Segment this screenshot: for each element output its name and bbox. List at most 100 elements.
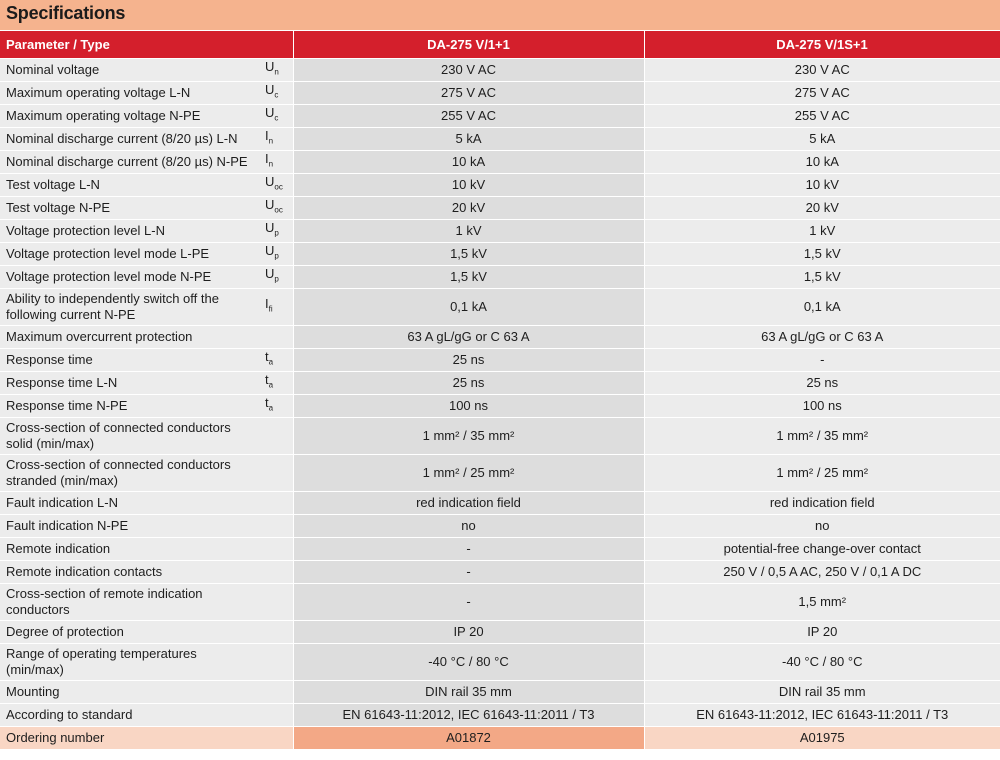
table-row: Voltage protection level mode N-PE Up 1,5 … bbox=[0, 266, 1000, 289]
symbol-letter: U bbox=[265, 243, 274, 258]
symbol-subscript: n bbox=[274, 68, 278, 77]
value-da-275-v1s-1: 1 mm² / 35 mm² bbox=[644, 418, 1000, 455]
value-da-275-v1-1-1: 25 ns bbox=[293, 372, 644, 395]
symbol-letter: U bbox=[265, 197, 274, 212]
table-row: Remote indication - potential-free change-… bbox=[0, 538, 1000, 561]
table-row: Mounting DIN rail 35 mm DIN rail 35 mm bbox=[0, 681, 1000, 704]
parameter-name: Range of operating temperatures (min/max… bbox=[0, 644, 257, 681]
parameter-name: According to standard bbox=[0, 704, 257, 727]
column-header-da-275-v1s-1: DA-275 V/1S+1 bbox=[644, 31, 1000, 59]
parameter-name: Nominal discharge current (8/20 µs) N-PE bbox=[0, 151, 257, 174]
table-row: Nominal discharge current (8/20 µs) L-N I… bbox=[0, 128, 1000, 151]
table-row: Ability to independently switch off the … bbox=[0, 289, 1000, 326]
value-da-275-v1-1-1: -40 °C / 80 °C bbox=[293, 644, 644, 681]
parameter-name: Fault indication L-N bbox=[0, 492, 257, 515]
parameter-symbol: ta bbox=[257, 372, 293, 395]
value-da-275-v1s-1: no bbox=[644, 515, 1000, 538]
parameter-symbol: Un bbox=[257, 59, 293, 82]
value-da-275-v1s-1: - bbox=[644, 349, 1000, 372]
symbol-letter: U bbox=[265, 105, 274, 120]
table-row: Maximum operating voltage N-PE Uc 255 V AC… bbox=[0, 105, 1000, 128]
symbol-subscript: oc bbox=[274, 183, 282, 192]
parameter-symbol bbox=[257, 681, 293, 704]
section-title: Specifications bbox=[6, 3, 125, 24]
parameter-name: Test voltage N-PE bbox=[0, 197, 257, 220]
value-da-275-v1s-1: 275 V AC bbox=[644, 82, 1000, 105]
value-da-275-v1s-1: 230 V AC bbox=[644, 59, 1000, 82]
parameter-name: Remote indication contacts bbox=[0, 561, 257, 584]
table-row: Nominal voltage Un 230 V AC 230 V AC bbox=[0, 59, 1000, 82]
value-da-275-v1-1-1: IP 20 bbox=[293, 621, 644, 644]
symbol-subscript: p bbox=[274, 252, 278, 261]
table-body: Nominal voltage Un 230 V AC 230 V AC Maximum… bbox=[0, 59, 1000, 750]
table-header-row: Parameter / Type DA-275 V/1+1 DA-275 V/1… bbox=[0, 31, 1000, 59]
value-da-275-v1-1-1: no bbox=[293, 515, 644, 538]
table-row: Maximum operating voltage L-N Uc 275 V AC 2… bbox=[0, 82, 1000, 105]
value-da-275-v1s-1: 1,5 kV bbox=[644, 266, 1000, 289]
table-row: Cross-section of connected conductors so… bbox=[0, 418, 1000, 455]
parameter-name: Ability to independently switch off the … bbox=[0, 289, 257, 326]
parameter-symbol bbox=[257, 621, 293, 644]
value-da-275-v1s-1: A01975 bbox=[644, 727, 1000, 750]
parameter-name: Nominal discharge current (8/20 µs) L-N bbox=[0, 128, 257, 151]
value-da-275-v1-1-1: 100 ns bbox=[293, 395, 644, 418]
value-da-275-v1-1-1: 0,1 kA bbox=[293, 289, 644, 326]
parameter-symbol: In bbox=[257, 128, 293, 151]
value-da-275-v1s-1: 10 kA bbox=[644, 151, 1000, 174]
symbol-subscript: a bbox=[269, 404, 273, 413]
value-da-275-v1s-1: 1,5 kV bbox=[644, 243, 1000, 266]
value-da-275-v1s-1: 5 kA bbox=[644, 128, 1000, 151]
table-row: Nominal discharge current (8/20 µs) N-PE… bbox=[0, 151, 1000, 174]
parameter-name: Cross-section of connected conductors st… bbox=[0, 455, 257, 492]
value-da-275-v1-1-1: 1,5 kV bbox=[293, 266, 644, 289]
parameter-symbol: Up bbox=[257, 220, 293, 243]
parameter-symbol: In bbox=[257, 151, 293, 174]
parameter-symbol bbox=[257, 515, 293, 538]
value-da-275-v1-1-1: A01872 bbox=[293, 727, 644, 750]
value-da-275-v1s-1: 0,1 kA bbox=[644, 289, 1000, 326]
value-da-275-v1-1-1: 63 A gL/gG or C 63 A bbox=[293, 326, 644, 349]
table-row: Cross-section of connected conductors st… bbox=[0, 455, 1000, 492]
symbol-subscript: a bbox=[269, 358, 273, 367]
table-row: Test voltage L-N Uoc 10 kV 10 kV bbox=[0, 174, 1000, 197]
parameter-name: Response time N-PE bbox=[0, 395, 257, 418]
table-row: Degree of protection IP 20 IP 20 bbox=[0, 621, 1000, 644]
symbol-letter: U bbox=[265, 174, 274, 189]
value-da-275-v1-1-1: 1 kV bbox=[293, 220, 644, 243]
value-da-275-v1s-1: potential-free change-over contact bbox=[644, 538, 1000, 561]
value-da-275-v1s-1: IP 20 bbox=[644, 621, 1000, 644]
value-da-275-v1-1-1: 275 V AC bbox=[293, 82, 644, 105]
symbol-subscript: p bbox=[274, 229, 278, 238]
parameter-name: Voltage protection level L-N bbox=[0, 220, 257, 243]
parameter-symbol: Uoc bbox=[257, 197, 293, 220]
value-da-275-v1-1-1: 230 V AC bbox=[293, 59, 644, 82]
parameter-name: Maximum operating voltage N-PE bbox=[0, 105, 257, 128]
parameter-name: Remote indication bbox=[0, 538, 257, 561]
parameter-symbol bbox=[257, 538, 293, 561]
parameter-name: Maximum overcurrent protection bbox=[0, 326, 257, 349]
value-da-275-v1s-1: 1 mm² / 25 mm² bbox=[644, 455, 1000, 492]
value-da-275-v1-1-1: - bbox=[293, 561, 644, 584]
table-row: Voltage protection level L-N Up 1 kV 1 kV bbox=[0, 220, 1000, 243]
value-da-275-v1s-1: -40 °C / 80 °C bbox=[644, 644, 1000, 681]
table-row: Response time ta 25 ns - bbox=[0, 349, 1000, 372]
value-da-275-v1-1-1: 1 mm² / 25 mm² bbox=[293, 455, 644, 492]
parameter-symbol bbox=[257, 704, 293, 727]
value-da-275-v1s-1: 250 V / 0,5 A AC, 250 V / 0,1 A DC bbox=[644, 561, 1000, 584]
value-da-275-v1-1-1: 5 kA bbox=[293, 128, 644, 151]
parameter-name: Mounting bbox=[0, 681, 257, 704]
value-da-275-v1-1-1: - bbox=[293, 538, 644, 561]
value-da-275-v1-1-1: 1,5 kV bbox=[293, 243, 644, 266]
symbol-subscript: c bbox=[274, 91, 278, 100]
parameter-name: Response time bbox=[0, 349, 257, 372]
value-da-275-v1s-1: 25 ns bbox=[644, 372, 1000, 395]
parameter-symbol bbox=[257, 644, 293, 681]
parameter-symbol: ta bbox=[257, 349, 293, 372]
symbol-letter: U bbox=[265, 220, 274, 235]
parameter-name: Cross-section of remote indication condu… bbox=[0, 584, 257, 621]
value-da-275-v1-1-1: red indication field bbox=[293, 492, 644, 515]
symbol-subscript: oc bbox=[274, 206, 282, 215]
parameter-symbol: Ifi bbox=[257, 289, 293, 326]
parameter-symbol bbox=[257, 418, 293, 455]
value-da-275-v1-1-1: 10 kV bbox=[293, 174, 644, 197]
